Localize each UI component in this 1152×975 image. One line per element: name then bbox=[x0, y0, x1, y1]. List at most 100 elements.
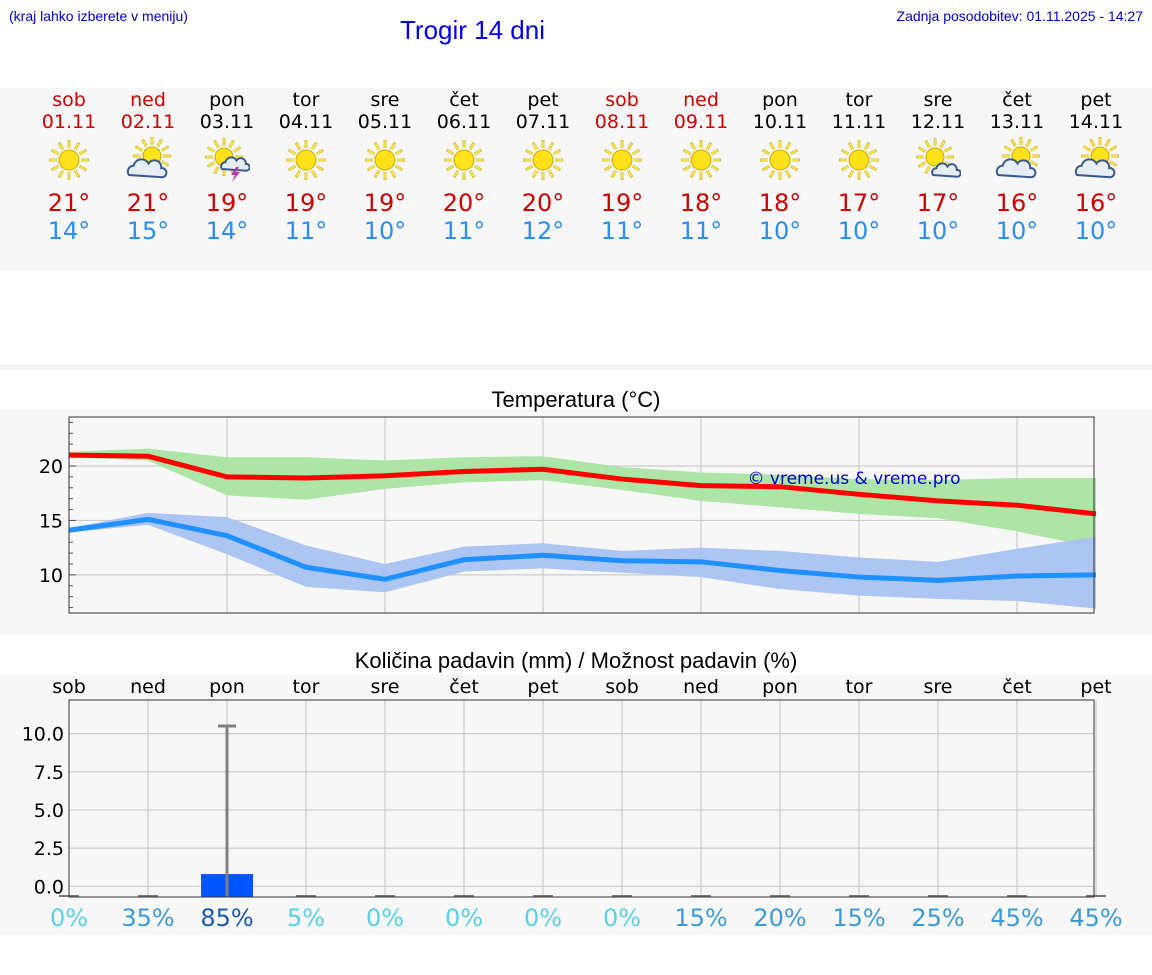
min-temperature: 11° bbox=[442, 217, 486, 245]
sun-icon bbox=[444, 140, 484, 180]
x-tick-label: pet bbox=[1080, 676, 1111, 698]
y-tick-label: 15 bbox=[39, 510, 63, 532]
sun-cloud-icon bbox=[126, 137, 171, 179]
watermark: © vreme.us & vreme.pro bbox=[747, 469, 960, 489]
day-date: 11.11 bbox=[831, 111, 887, 133]
day-date: 02.11 bbox=[120, 111, 176, 133]
min-temperature: 10° bbox=[995, 217, 1039, 245]
day-date: 07.11 bbox=[515, 111, 571, 133]
x-tick-label: pon bbox=[762, 676, 798, 698]
day-column: sob 08.11 19° 11° bbox=[583, 88, 661, 245]
max-temperature: 17° bbox=[837, 189, 881, 217]
day-date: 05.11 bbox=[357, 111, 413, 133]
min-temperature: 12° bbox=[521, 217, 565, 245]
sun-cloud-icon bbox=[995, 137, 1040, 179]
day-forecast-strip: sob 01.11 21° 14° ned 02.11 21° 15° pon 03.11 19° 1… bbox=[0, 88, 1152, 270]
min-temperature: 10° bbox=[1074, 217, 1118, 245]
day-name: pet bbox=[1080, 89, 1112, 111]
page-title: Trogir 14 dni bbox=[400, 15, 545, 45]
x-tick-label: tor bbox=[293, 676, 320, 698]
max-temperature: 21° bbox=[47, 189, 91, 217]
x-tick-label: sob bbox=[605, 676, 639, 698]
day-column: sre 12.11 17° 10° bbox=[899, 88, 977, 245]
y-tick-label: 7.5 bbox=[34, 762, 64, 784]
x-tick-label: ned bbox=[130, 676, 166, 698]
precipitation-probability: 85% bbox=[200, 904, 253, 932]
day-name: tor bbox=[845, 89, 873, 111]
y-tick-label: 5.0 bbox=[34, 800, 64, 822]
divider bbox=[0, 365, 1152, 370]
max-temperature: 19° bbox=[284, 189, 328, 217]
sun-icon bbox=[760, 140, 800, 180]
max-temperature: 16° bbox=[995, 189, 1039, 217]
min-temperature-range bbox=[69, 512, 1096, 609]
day-name: pet bbox=[527, 89, 559, 111]
precipitation-probability: 0% bbox=[603, 904, 641, 932]
day-name: ned bbox=[683, 89, 719, 111]
day-date: 04.11 bbox=[278, 111, 334, 133]
day-column: čet 13.11 16° 10° bbox=[978, 88, 1056, 245]
max-temperature: 21° bbox=[126, 189, 170, 217]
x-tick-label: tor bbox=[846, 676, 873, 698]
forecast-band bbox=[0, 88, 1152, 270]
day-name: tor bbox=[292, 89, 320, 111]
sun-icon bbox=[365, 140, 405, 180]
y-tick-label: 20 bbox=[39, 456, 63, 478]
last-update: Zadnja posodobitev: 01.11.2025 - 14:27 bbox=[896, 8, 1143, 24]
day-column: tor 04.11 19° 11° bbox=[267, 88, 345, 245]
max-temperature: 18° bbox=[758, 189, 802, 217]
day-column: čet 06.11 20° 11° bbox=[425, 88, 503, 245]
day-date: 10.11 bbox=[752, 111, 808, 133]
day-date: 06.11 bbox=[436, 111, 492, 133]
precipitation-probability: 5% bbox=[287, 904, 325, 932]
max-temperature: 16° bbox=[1074, 189, 1118, 217]
day-column: ned 02.11 21° 15° bbox=[109, 88, 187, 245]
day-date: 14.11 bbox=[1068, 111, 1124, 133]
sun-small-cloud-icon bbox=[916, 138, 961, 178]
x-tick-label: sob bbox=[52, 676, 86, 698]
max-temperature: 18° bbox=[679, 189, 723, 217]
sun-icon bbox=[839, 140, 879, 180]
y-tick-label: 2.5 bbox=[34, 838, 64, 860]
precipitation-probability: 0% bbox=[366, 904, 404, 932]
day-name: sob bbox=[52, 89, 86, 111]
day-column: pon 03.11 19° 14° bbox=[188, 88, 266, 245]
plot-frame bbox=[68, 699, 1095, 898]
day-name: ned bbox=[130, 89, 166, 111]
precipitation-chart-title: Količina padavin (mm) / Možnost padavin … bbox=[354, 648, 798, 673]
day-column: tor 11.11 17° 10° bbox=[820, 88, 898, 245]
x-tick-label: čet bbox=[449, 676, 479, 698]
min-temperature: 11° bbox=[284, 217, 328, 245]
min-temperature: 10° bbox=[837, 217, 881, 245]
min-temperature: 15° bbox=[126, 217, 170, 245]
min-temperature: 10° bbox=[363, 217, 407, 245]
min-temperature: 10° bbox=[758, 217, 802, 245]
day-column: pet 07.11 20° 12° bbox=[504, 88, 582, 245]
plot-frame bbox=[68, 416, 1095, 614]
max-temperature: 20° bbox=[521, 189, 565, 217]
location-menu-hint[interactable]: (kraj lahko izberete v meniju) bbox=[9, 8, 188, 24]
precipitation-probability: 0% bbox=[50, 904, 88, 932]
temperature-chart-title: Temperatura (°C) bbox=[491, 387, 661, 412]
day-column: pon 10.11 18° 10° bbox=[741, 88, 819, 245]
min-temperature-line bbox=[68, 516, 1097, 583]
x-tick-label: pon bbox=[209, 676, 245, 698]
day-date: 08.11 bbox=[594, 111, 650, 133]
day-name: sre bbox=[370, 89, 400, 111]
day-column: sob 01.11 21° 14° bbox=[30, 88, 108, 245]
y-tick-label: 10 bbox=[39, 565, 63, 587]
max-temperature: 20° bbox=[442, 189, 486, 217]
precipitation-probability: 15% bbox=[832, 904, 885, 932]
x-tick-label: sre bbox=[371, 676, 400, 698]
precipitation-probability: 45% bbox=[990, 904, 1043, 932]
y-tick-label: 10.0 bbox=[22, 724, 64, 746]
day-name: pon bbox=[762, 89, 798, 111]
min-temperature: 14° bbox=[205, 217, 249, 245]
precipitation-probability: 35% bbox=[121, 904, 174, 932]
min-temperature: 10° bbox=[916, 217, 960, 245]
x-tick-label: čet bbox=[1002, 676, 1032, 698]
precipitation-probability: 15% bbox=[674, 904, 727, 932]
max-temperature: 19° bbox=[363, 189, 407, 217]
y-tick-label: 0.0 bbox=[34, 876, 64, 898]
precipitation-probability: 0% bbox=[445, 904, 483, 932]
